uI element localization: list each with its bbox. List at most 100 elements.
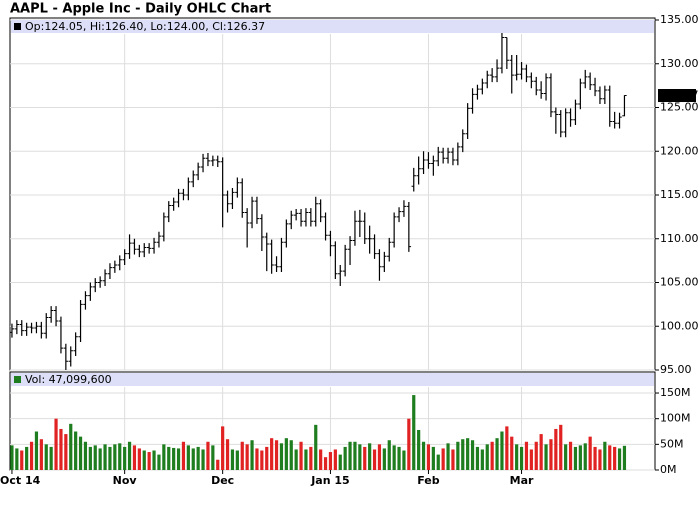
volume-bar [196,446,200,470]
y-tick-label: 95.00 [660,363,692,376]
volume-bar [529,449,533,470]
y-tick-label: 100M [660,412,691,425]
volume-bar [44,444,48,470]
volume-bar [554,428,558,470]
volume-bar [270,438,274,470]
volume-bar [181,441,186,470]
volume-bar [446,443,450,470]
volume-bar [524,441,529,470]
volume-bar [358,444,362,470]
volume-bar [470,440,475,470]
volume-bar [382,448,386,470]
y-tick-label: 50M [660,437,684,450]
volume-bar [289,440,293,470]
volume-bar [309,446,313,470]
volume-bar [221,426,225,470]
volume-bar [559,424,563,470]
volume-bar [436,454,440,470]
volume-bar [368,443,372,470]
chart-title: AAPL - Apple Inc - Daily OHLC Chart [10,2,271,17]
price-legend-bar [11,20,654,33]
volume-bar [505,426,509,470]
volume-bar [25,446,29,470]
volume-bar [74,431,78,470]
last-price-box [658,89,696,103]
volume-bar [387,440,391,470]
volume-bar [225,439,230,470]
volume-bar [83,441,88,470]
volume-bar [495,438,499,470]
x-tick-label: Nov [113,474,138,487]
volume-bar [608,445,612,470]
volume-bar [549,439,553,470]
volume-bar [353,441,357,470]
y-tick-label: 115.00 [660,188,699,201]
y-tick-label: 0M [660,463,677,476]
volume-bar [274,440,279,470]
volume-bar [279,443,284,470]
volume-bar [211,445,215,470]
volume-bar [113,444,117,470]
volume-bar [510,436,514,470]
volume-bar [260,450,264,470]
volume-bar [304,449,308,470]
volume-bar [10,445,14,470]
volume-bar [29,441,34,470]
volume-bar [617,448,622,470]
x-tick-label: Mar [510,474,534,487]
volume-bar [88,446,92,470]
volume-bar [59,428,63,470]
last-price-label: 126.37 [660,89,699,102]
volume-bar [255,448,259,470]
volume-bar [132,445,137,470]
volume-bar [456,441,460,470]
volume-bar [534,441,538,470]
volume-bar [421,441,426,470]
volume-bar [466,438,470,470]
volume-bar [372,449,377,470]
y-tick-label: 100.00 [660,319,699,332]
volume-bar [157,454,161,470]
volume-bar [598,449,602,470]
y-tick-label: 130.00 [660,57,699,70]
volume-bar [338,454,342,470]
volume-bar [323,457,328,470]
volume-bar [147,452,151,470]
volume-bar [328,452,333,470]
volume-legend: Vol: 47,099,600 [25,373,112,386]
volume-bar [402,450,406,470]
volume-bar [377,444,382,470]
volume-legend-swatch [14,376,21,383]
volume-bar [245,444,249,470]
volume-bar [98,448,102,470]
volume-bar [240,441,244,470]
volume-bar [294,449,298,470]
volume-bar [191,448,195,470]
volume-bar [343,446,347,470]
price-legend: Op:124.05, Hi:126.40, Lo:124.00, Cl:126.… [25,20,265,33]
volume-bar [348,441,352,470]
volume-bar [407,418,411,470]
volume-bar [500,431,504,470]
volume-bar [186,445,190,470]
volume-bar [123,446,127,470]
volume-bar [15,448,19,470]
volume-bar [49,446,53,470]
volume-bar [583,443,587,470]
volume-bar [544,444,548,470]
volume-bar [54,418,58,470]
volume-bar [250,440,254,470]
y-tick-label: 120.00 [660,144,699,157]
y-tick-label: 135.00 [660,13,699,26]
volume-bar [34,431,39,470]
volume-bar [142,450,146,470]
x-tick-label: Dec [211,474,234,487]
volume-bar [284,438,288,470]
volume-bar [451,449,455,470]
volume-bar [431,446,435,470]
price-legend-swatch [14,23,21,30]
volume-bar [176,448,181,470]
volume-bar [93,445,97,470]
volume-bar [397,446,401,470]
volume-bar [417,429,421,470]
